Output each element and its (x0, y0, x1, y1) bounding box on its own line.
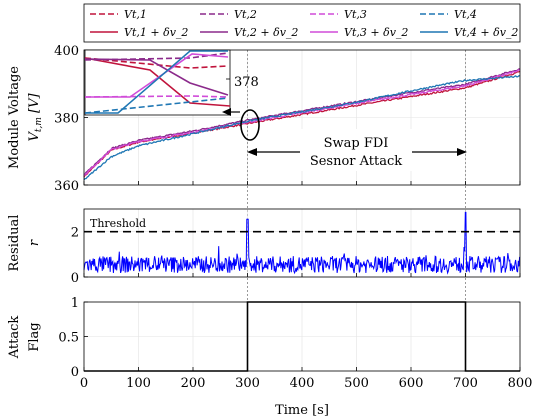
zoom-inset: 378 (84, 49, 259, 116)
legend-label-8: Vt,4 + δv_2 (454, 26, 518, 39)
residual-panel: 0 2 Threshold Residual r (7, 208, 521, 286)
legend-label-1: Vt,1 (124, 8, 147, 21)
legend: Vt,1 Vt,2 Vt,3 Vt,4 Vt,1 + δv_2 Vt,2 + δv_2 Vt… (90, 8, 518, 39)
zoom-ellipse (240, 109, 260, 141)
inset-tick-label: 378 (234, 75, 259, 90)
legend-box (83, 3, 521, 43)
x-tick-label: 600 (399, 376, 424, 391)
attack-arrow-right (457, 148, 467, 156)
legend-label-3: Vt,3 (344, 8, 367, 21)
flag-ylabel-line1: Attack (7, 316, 22, 360)
annotation-line1: Swap FDI (324, 136, 389, 151)
residual-ytick-label: 2 (71, 226, 79, 241)
residual-ytick-label: 0 (71, 271, 79, 286)
voltage-axes-frame (83, 49, 521, 186)
flag-ytick-label: 0 (71, 365, 79, 380)
inset-line-7 (85, 50, 228, 114)
threshold-label: Threshold (90, 217, 146, 230)
x-tick-label: 400 (290, 376, 315, 391)
inset-line-4 (84, 52, 229, 61)
inset-line-1 (84, 57, 231, 107)
annotation-bg (300, 129, 412, 171)
x-tick-label: 0 (80, 376, 88, 391)
voltage-line-3 (83, 69, 521, 177)
x-axis-label: Time [s] (275, 403, 329, 418)
voltage-ylabel-line2: Vt,m [V] (27, 93, 44, 142)
attack-annotation: Swap FDI Sesnor Attack (247, 129, 467, 171)
inset-lines (84, 50, 231, 114)
legend-label-6: Vt,2 + δv_2 (234, 26, 298, 39)
inset-line-2 (84, 57, 229, 69)
flag-axes-frame (83, 301, 521, 372)
zoom-arrow-head (222, 108, 231, 116)
voltage-line-4 (83, 75, 521, 181)
voltage-ylabel-line1: Module Voltage (7, 66, 22, 169)
flag-ytick-label: 0.5 (58, 331, 79, 346)
x-tick-label: 200 (181, 376, 206, 391)
inset-line-8 (84, 97, 229, 114)
x-tick-label: 300 (235, 376, 260, 391)
residual-ylabel-line1: Residual (7, 215, 22, 272)
residual-line (83, 211, 521, 275)
attack-arrow-left (247, 148, 257, 156)
voltage-ticks: 360 380 400 (54, 44, 521, 194)
flag-ylabel-line2: Flag (27, 322, 42, 351)
voltage-ytick-label: 400 (54, 44, 79, 59)
annotation-line2: Sesnor Attack (310, 154, 402, 169)
voltage-series (83, 68, 521, 181)
flag-grid (83, 301, 521, 372)
flag-ytick-label: 1 (71, 296, 79, 311)
x-tick-label: 800 (508, 376, 533, 391)
flag-ticks: 0 0.5 1 0 100 200 300 400 500 600 700 800 (58, 296, 532, 391)
x-tick-label: 100 (126, 376, 151, 391)
residual-axes-frame (83, 208, 521, 278)
residual-ylabel-line2: r (27, 239, 42, 246)
legend-label-4: Vt,4 (454, 8, 477, 21)
x-tick-label: 700 (453, 376, 478, 391)
legend-label-2: Vt,2 (234, 8, 257, 21)
voltage-ytick-label: 360 (54, 179, 79, 194)
legend-label-5: Vt,1 + δv_2 (124, 26, 188, 39)
voltage-ytick-label: 380 (54, 112, 79, 127)
flag-panel: 0 0.5 1 0 100 200 300 400 500 600 700 800 Attack Fl… (7, 296, 532, 418)
legend-label-7: Vt,3 + δv_2 (344, 26, 408, 39)
residual-series (83, 211, 521, 275)
x-tick-label: 500 (344, 376, 369, 391)
inset-line-6 (84, 95, 229, 98)
